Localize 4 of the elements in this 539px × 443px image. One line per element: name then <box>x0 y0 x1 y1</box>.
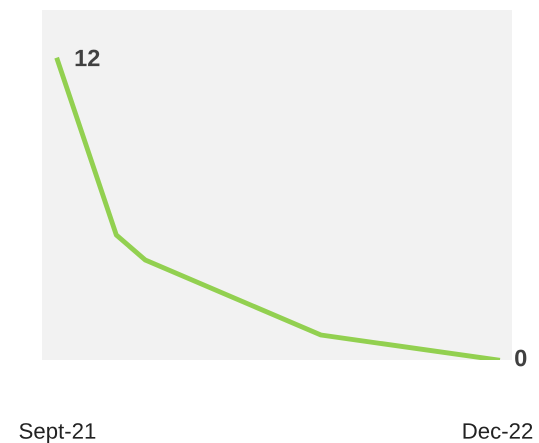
x-tick-label: Sept-21 <box>20 423 96 443</box>
data-label: 0 <box>515 350 526 366</box>
data-label: 12 <box>76 50 100 66</box>
x-tick-label: Dec-22 <box>464 423 532 439</box>
